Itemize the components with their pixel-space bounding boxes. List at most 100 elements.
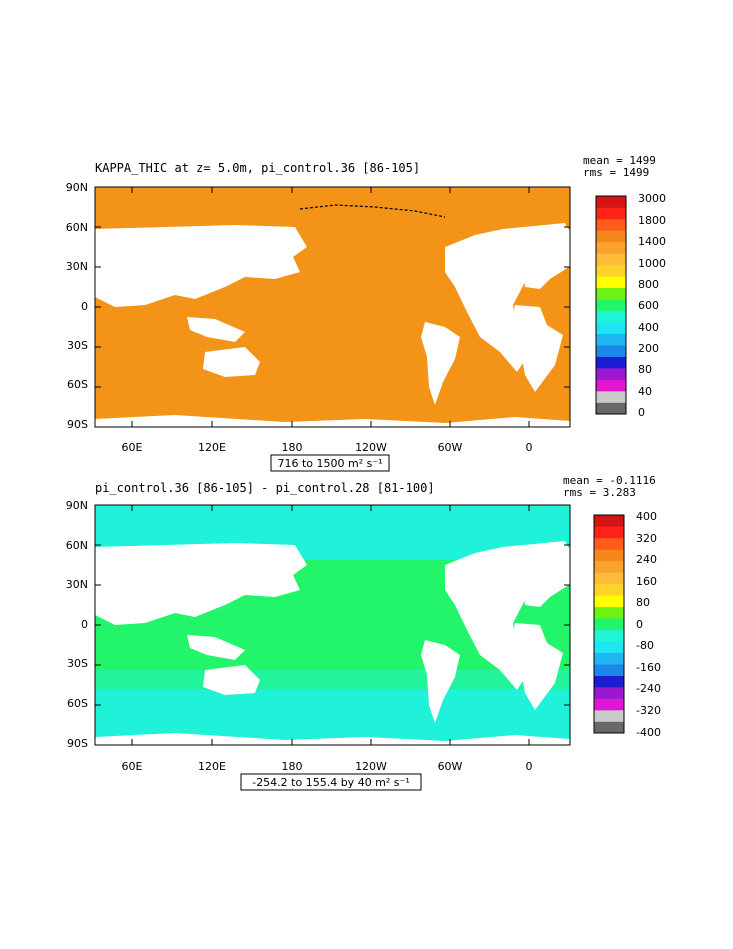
colorbar-swatch	[594, 664, 624, 676]
colorbar-frame	[595, 195, 627, 415]
x-tick-label: 180	[282, 441, 303, 454]
colorbar-label: 400	[638, 321, 659, 334]
colorbar-label: 800	[638, 278, 659, 291]
colorbar-label: 0	[636, 618, 643, 631]
colorbar-swatch	[594, 641, 624, 653]
colorbar-swatch	[594, 698, 624, 711]
y-tick-label: 0	[81, 300, 88, 313]
colorbar-swatch	[596, 333, 626, 346]
y-tick-label: 60N	[66, 539, 88, 552]
x-tick-label: 120W	[355, 760, 387, 773]
x-tick-label: 180	[282, 760, 303, 773]
colorbar-swatch	[596, 196, 626, 208]
y-tick-label: 30S	[67, 339, 88, 352]
colorbar-label: 80	[636, 596, 650, 609]
x-tick-label: 0	[526, 760, 533, 773]
panel-2-map	[94, 504, 571, 746]
colorbar-frame	[593, 514, 625, 734]
x-tick-label: 60E	[122, 760, 143, 773]
x-tick-label: 120W	[355, 441, 387, 454]
colorbar-swatch	[594, 710, 624, 722]
y-tick-label: 0	[81, 618, 88, 631]
panel-2-ticks	[95, 505, 570, 745]
colorbar-swatch	[596, 402, 626, 415]
colorbar-label: 40	[638, 385, 652, 398]
panel-2-range-label: -254.2 to 155.4 by 40 m² s⁻¹	[252, 776, 410, 789]
colorbar-swatch	[594, 572, 624, 585]
y-tick-label: 30N	[66, 578, 88, 591]
colorbar-label: 600	[638, 299, 659, 312]
colorbar-label: 240	[636, 553, 657, 566]
panel-1-ticks	[95, 186, 570, 427]
colorbar-label: 1400	[638, 235, 666, 248]
x-tick-label: 60E	[122, 441, 143, 454]
colorbar-swatch	[594, 549, 624, 562]
colorbar-swatch	[596, 391, 626, 403]
panel-1-x-axis: 60E 120E 180 120W 60W 0	[122, 441, 533, 454]
colorbar-label: -240	[636, 682, 661, 695]
colorbar-swatch	[596, 264, 626, 277]
panel-2-mean: mean = -0.1116	[563, 474, 656, 487]
colorbar-label: 320	[636, 532, 657, 545]
colorbar-swatch	[596, 345, 626, 357]
colorbar-swatch	[594, 595, 624, 608]
y-tick-label: 30N	[66, 260, 88, 273]
y-tick-label: 30S	[67, 657, 88, 670]
x-tick-label: 120E	[198, 760, 226, 773]
colorbar-swatch	[596, 322, 626, 334]
panel-2-x-axis: 60E 120E 180 120W 60W 0	[122, 760, 533, 773]
y-tick-label: 60S	[67, 697, 88, 710]
panel-1-colorbar-labels: 3000 1800 1400 1000 800 600 400 200 80 4…	[638, 192, 666, 419]
panel-2-colorbar	[593, 514, 625, 734]
y-tick-label: 90S	[67, 737, 88, 750]
colorbar-swatch	[594, 618, 624, 631]
colorbar-label: 200	[638, 342, 659, 355]
colorbar-swatch	[594, 675, 624, 688]
colorbar-swatch	[596, 207, 626, 220]
colorbar-swatch	[596, 218, 626, 231]
y-tick-label: 60N	[66, 221, 88, 234]
x-tick-label: 60W	[438, 441, 463, 454]
panel-1-mean: mean = 1499	[583, 154, 656, 167]
colorbar-label: 160	[636, 575, 657, 588]
colorbar-swatch	[594, 515, 624, 527]
x-tick-label: 60W	[438, 760, 463, 773]
x-tick-label: 120E	[198, 441, 226, 454]
colorbar-swatch	[594, 721, 624, 734]
panel-1-range-box	[270, 454, 390, 472]
colorbar-label: 80	[638, 363, 652, 376]
colorbar-swatch	[596, 299, 626, 312]
colorbar-swatch	[596, 230, 626, 243]
colorbar-swatch	[596, 287, 626, 300]
x-tick-label: 0	[526, 441, 533, 454]
panel-2-range-box	[240, 773, 422, 791]
panel-2-y-axis: 90N 60N 30N 0 30S 60S 90S	[66, 499, 88, 750]
colorbar-swatch	[594, 606, 624, 619]
colorbar-swatch	[596, 368, 626, 380]
y-tick-label: 90N	[66, 181, 88, 194]
panel-1-y-axis: 90N 60N 30N 0 30S 60S 90S	[66, 181, 88, 431]
colorbar-label: 1800	[638, 214, 666, 227]
colorbar-swatch	[596, 276, 626, 289]
panel-2: pi_control.36 [86-105] - pi_control.28 […	[66, 474, 661, 791]
colorbar-swatch	[596, 356, 626, 369]
colorbar-swatch	[594, 629, 624, 642]
y-tick-label: 90N	[66, 499, 88, 512]
colorbar-swatch	[594, 560, 624, 573]
colorbar-swatch	[596, 379, 626, 392]
panel-1-range-label: 716 to 1500 m² s⁻¹	[277, 457, 382, 470]
colorbar-label: 1000	[638, 257, 666, 270]
colorbar-swatch	[596, 253, 626, 266]
colorbar-label: -160	[636, 661, 661, 674]
colorbar-label: -400	[636, 726, 661, 739]
colorbar-swatch	[594, 537, 624, 550]
y-tick-label: 60S	[67, 378, 88, 391]
panel-2-colorbar-labels: 400 320 240 160 80 0 -80 -160 -240 -320 …	[636, 510, 661, 739]
colorbar-swatch	[594, 526, 624, 539]
colorbar-label: -80	[636, 639, 654, 652]
panel-2-rms: rms = 3.283	[563, 486, 636, 499]
colorbar-label: 3000	[638, 192, 666, 205]
colorbar-swatch	[594, 583, 624, 596]
panel-1-map	[94, 186, 571, 428]
